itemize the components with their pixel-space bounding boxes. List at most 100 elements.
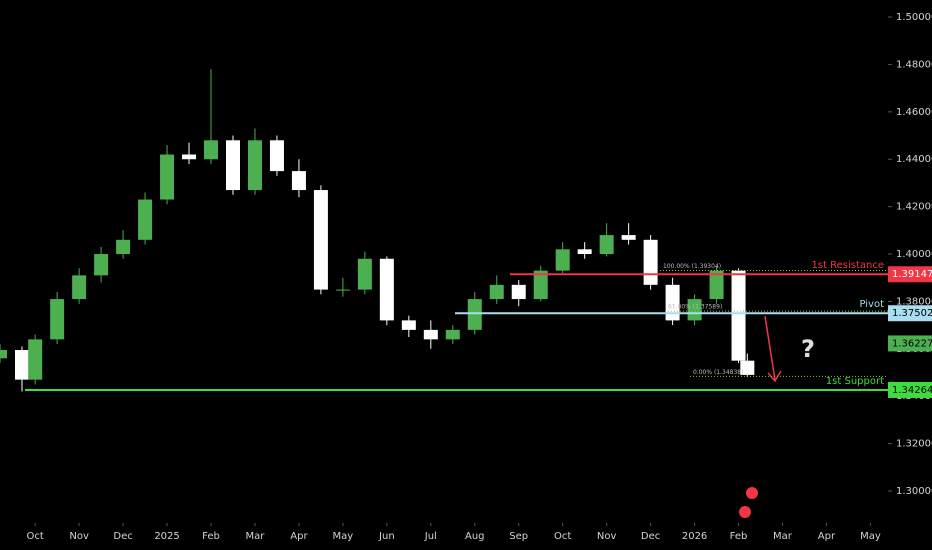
candle <box>225 135 240 195</box>
candle <box>445 325 460 345</box>
candle <box>731 268 746 364</box>
candle <box>72 268 87 304</box>
x-tick-label: Oct <box>27 531 44 542</box>
price-label-box <box>888 381 932 398</box>
y-tick-label: 1.30000 <box>896 486 932 497</box>
candle <box>423 320 438 349</box>
candle <box>709 265 724 304</box>
candle <box>335 277 350 297</box>
candle <box>577 242 592 259</box>
candle <box>687 294 702 326</box>
candle <box>204 69 219 164</box>
forecast-arrow <box>764 315 776 381</box>
price-label-box <box>888 266 932 283</box>
x-tick-label: Dec <box>641 531 660 542</box>
candle-body <box>225 140 240 191</box>
candle <box>511 280 526 307</box>
candle <box>740 353 755 378</box>
x-tick-label: Jul <box>424 531 437 542</box>
candle <box>533 265 548 302</box>
y-tick-label: 1.48000 <box>896 59 932 70</box>
candle <box>138 192 153 245</box>
candle <box>28 334 43 385</box>
candle-body <box>28 339 43 380</box>
candle-body <box>116 239 131 255</box>
fib-label: 0.00% (1.34838) <box>693 369 743 376</box>
candle-body <box>665 284 680 321</box>
event-icon <box>746 487 758 499</box>
candle-body <box>247 140 262 191</box>
candle-body <box>731 270 746 361</box>
candle <box>247 128 262 195</box>
x-tick-label: Apr <box>818 531 836 542</box>
candle-body <box>555 249 570 271</box>
candle-body <box>357 258 372 290</box>
x-tick-label: Nov <box>69 531 89 542</box>
x-tick-label: Sep <box>509 531 528 542</box>
x-tick-label: Jun <box>378 531 395 542</box>
y-tick-label: 1.40000 <box>896 249 932 260</box>
candle <box>379 256 394 326</box>
x-tick-label: May <box>860 531 881 542</box>
y-tick-label: 1.42000 <box>896 202 932 213</box>
x-tick-label: Feb <box>202 531 220 542</box>
candle-body <box>511 284 526 300</box>
candle <box>14 346 29 392</box>
candle-body <box>138 199 153 240</box>
candle-body <box>621 235 636 240</box>
candle <box>489 275 504 304</box>
y-tick-label: 1.46000 <box>896 107 932 118</box>
candle-body <box>379 258 394 321</box>
price-label: 1.39147 <box>892 269 932 280</box>
candle <box>160 145 175 205</box>
candle <box>357 251 372 295</box>
price-label-box <box>888 335 932 352</box>
x-tick-label: Mar <box>773 531 793 542</box>
candle <box>665 277 680 326</box>
candle <box>269 135 284 176</box>
candle-body <box>313 190 328 290</box>
candle <box>621 223 636 245</box>
overlay: 1st Resistance 1.39147 Pivot 1.37502 1st Sup… <box>25 260 932 398</box>
candle-body <box>160 154 175 200</box>
candle <box>0 344 7 364</box>
candle-body <box>14 350 29 380</box>
candle <box>94 246 109 283</box>
candle-body <box>335 289 350 291</box>
candle <box>643 235 658 290</box>
candle-body <box>643 239 658 285</box>
x-tick-label: 2025 <box>154 531 179 542</box>
event-icon <box>739 506 751 518</box>
candle-body <box>182 154 197 160</box>
candle-body <box>291 171 306 191</box>
candle-body <box>467 299 482 330</box>
candle-body <box>50 299 65 340</box>
price-label: 1.34264 <box>892 385 932 396</box>
candle-body <box>489 284 504 300</box>
x-tick-label: Feb <box>730 531 748 542</box>
x-tick-label: Apr <box>290 531 308 542</box>
forecast-arrow-head <box>767 370 782 383</box>
annotation: ? <box>801 335 815 363</box>
candle-body <box>423 329 438 340</box>
x-tick-label: Aug <box>465 531 485 542</box>
candle-body <box>740 360 755 375</box>
level-name: Pivot <box>859 299 884 310</box>
candle-body <box>401 320 416 330</box>
x-tick-label: 2026 <box>682 531 707 542</box>
price-label-box <box>888 305 932 322</box>
candle-body <box>577 249 592 255</box>
level-name: 1st Support <box>826 376 884 387</box>
candle <box>291 159 306 198</box>
candle-body <box>533 270 548 300</box>
y-tick-label: 1.32000 <box>896 439 932 450</box>
x-tick-label: May <box>333 531 354 542</box>
plot-area: 1.300001.320001.340001.360001.380001.400… <box>0 12 932 542</box>
candle <box>116 230 131 259</box>
candle <box>555 242 570 273</box>
candle-body <box>269 140 284 172</box>
candle-body <box>599 235 614 255</box>
x-tick-label: Nov <box>597 531 617 542</box>
candle <box>50 291 65 345</box>
